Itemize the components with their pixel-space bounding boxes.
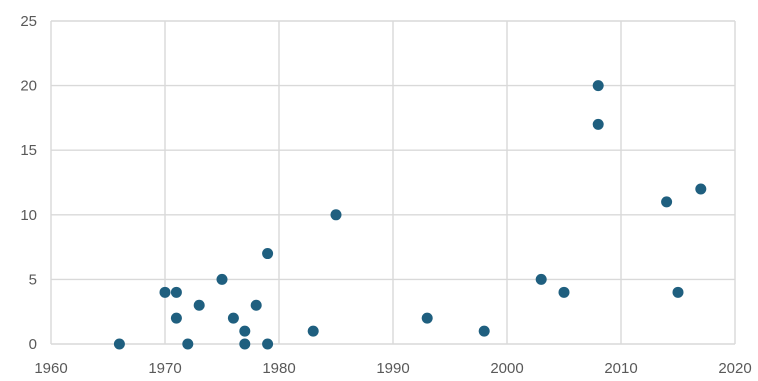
data-point <box>262 248 274 260</box>
data-point <box>592 118 604 130</box>
data-point <box>239 338 251 350</box>
x-tick-label: 2000 <box>490 360 523 377</box>
y-tick-label: 0 <box>29 336 37 353</box>
data-point <box>535 273 547 285</box>
data-point <box>592 80 604 92</box>
y-tick-label: 5 <box>29 271 37 288</box>
data-point <box>421 312 433 324</box>
data-point <box>478 325 490 337</box>
y-tick-label: 25 <box>20 13 37 30</box>
data-point <box>672 286 684 298</box>
data-point <box>250 299 262 311</box>
data-point <box>661 196 673 208</box>
data-point <box>558 286 570 298</box>
y-tick-label: 20 <box>20 78 37 95</box>
data-point <box>193 299 205 311</box>
data-point <box>170 312 182 324</box>
x-tick-label: 1970 <box>148 360 181 377</box>
data-point <box>182 338 194 350</box>
data-point <box>159 286 171 298</box>
y-tick-label: 10 <box>20 207 37 224</box>
grid-layer <box>50 20 736 345</box>
x-tick-label: 2020 <box>718 360 751 377</box>
data-point <box>695 183 707 195</box>
x-tick-label: 1990 <box>376 360 409 377</box>
x-tick-label: 1960 <box>34 360 67 377</box>
data-point <box>170 286 182 298</box>
data-point <box>227 312 239 324</box>
x-tick-label: 1980 <box>262 360 295 377</box>
data-point <box>307 325 319 337</box>
data-point <box>239 325 251 337</box>
data-point <box>113 338 125 350</box>
x-tick-label: 2010 <box>604 360 637 377</box>
y-tick-label: 15 <box>20 142 37 159</box>
points-layer <box>113 80 707 350</box>
data-point <box>330 209 342 221</box>
data-point <box>216 273 228 285</box>
data-point <box>262 338 274 350</box>
axis-layer: 1960 1970 1980 1990 2000 2010 2020 0 5 10 15 20 25 <box>20 13 751 377</box>
